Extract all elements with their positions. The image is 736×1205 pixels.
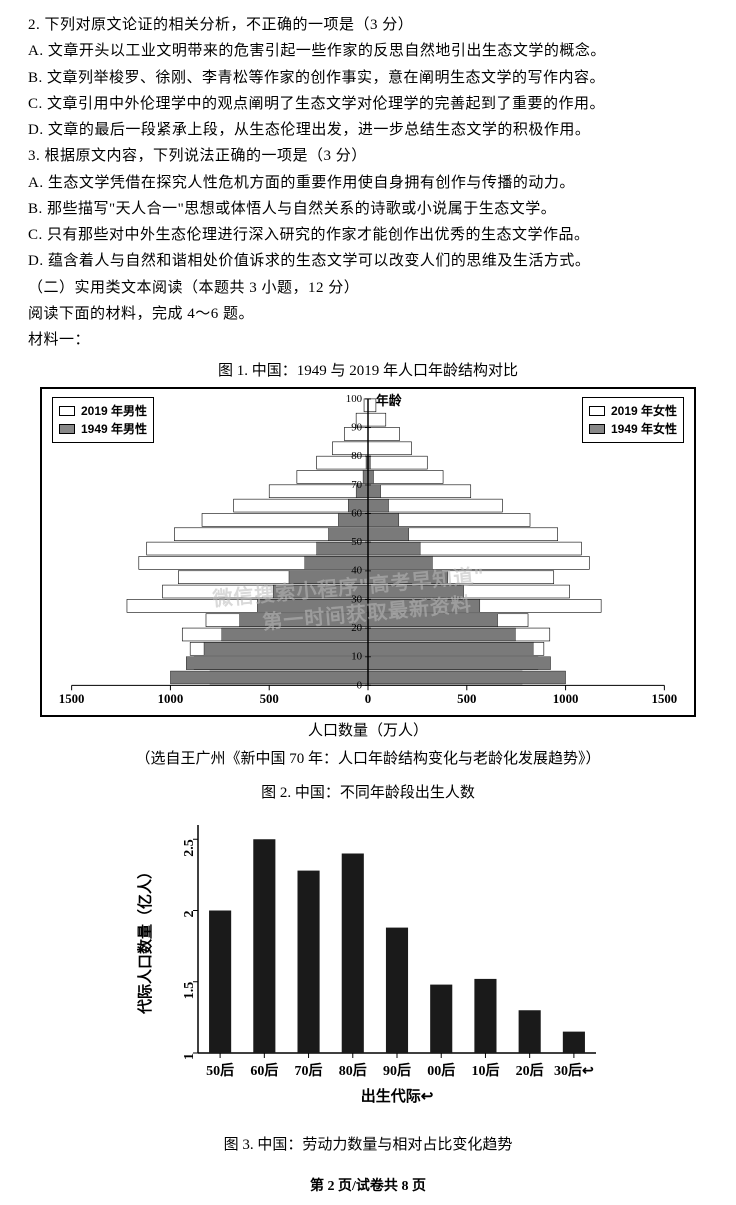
svg-text:2: 2 xyxy=(182,911,197,918)
svg-text:50: 50 xyxy=(351,536,362,548)
legend-label: 2019 年男性 xyxy=(81,402,147,420)
svg-text:1500: 1500 xyxy=(59,692,85,706)
svg-text:1500: 1500 xyxy=(652,692,678,706)
q3-option-a: A. 生态文学凭借在探究人性危机方面的重要作用使自身拥有创作与传播的动力。 xyxy=(28,170,708,196)
svg-text:20后: 20后 xyxy=(516,1062,544,1079)
fig2-title: 图 2. 中国：不同年龄段出生人数 xyxy=(28,781,708,805)
svg-text:30后↩: 30后↩ xyxy=(554,1062,594,1079)
footer-suffix: 页 xyxy=(408,1179,426,1194)
legend-2019-male: 2019 年男性 xyxy=(59,402,147,420)
q3-option-b: B. 那些描写"天人合一"思想或体悟人与自然关系的诗歌或小说属于生态文学。 xyxy=(28,196,708,222)
svg-text:100: 100 xyxy=(346,393,363,405)
q2-stem: 2. 下列对原文论证的相关分析，不正确的一项是（3 分） xyxy=(28,12,708,38)
svg-text:500: 500 xyxy=(457,692,476,706)
svg-text:1.5: 1.5 xyxy=(182,982,197,1000)
q3-stem: 3. 根据原文内容，下列说法正确的一项是（3 分） xyxy=(28,143,708,169)
fig1-citation: （选自王广州《新中国 70 年：人口年龄结构变化与老龄化发展趋势》） xyxy=(28,747,708,771)
svg-text:40: 40 xyxy=(351,565,362,577)
svg-text:90: 90 xyxy=(351,422,362,434)
fig1-x-label: 人口数量（万人） xyxy=(28,719,708,743)
svg-text:80后: 80后 xyxy=(339,1062,367,1079)
bar-svg: 1 1.5 2 2.5 代际人口数量（亿人） 50后 60后 70后 80后 90后 00后 10后 2… xyxy=(128,813,608,1113)
svg-text:70后: 70后 xyxy=(295,1062,323,1079)
svg-text:60: 60 xyxy=(351,508,362,520)
swatch-white-icon xyxy=(589,406,605,416)
footer-page-current: 2 xyxy=(328,1179,335,1194)
svg-text:1000: 1000 xyxy=(158,692,184,706)
q2-option-b: B. 文章列举梭罗、徐刚、李青松等作家的创作事实，意在阐明生态文学的写作内容。 xyxy=(28,65,708,91)
svg-text:70: 70 xyxy=(351,479,362,491)
svg-text:50后: 50后 xyxy=(206,1062,234,1079)
svg-text:年龄: 年龄 xyxy=(376,393,402,408)
svg-text:10后: 10后 xyxy=(471,1062,499,1079)
fig3-title: 图 3. 中国：劳动力数量与相对占比变化趋势 xyxy=(28,1133,708,1157)
q2-option-a: A. 文章开头以工业文明带来的危害引起一些作家的反思自然地引出生态文学的概念。 xyxy=(28,38,708,64)
legend-2019-female: 2019 年女性 xyxy=(589,402,677,420)
swatch-white-icon xyxy=(59,406,75,416)
legend-left: 2019 年男性 1949 年男性 xyxy=(52,397,154,443)
swatch-gray-icon xyxy=(59,424,75,434)
fig1-title: 图 1. 中国：1949 与 2019 年人口年龄结构对比 xyxy=(28,359,708,383)
section2-title: （二）实用类文本阅读（本题共 3 小题，12 分） xyxy=(28,275,708,301)
legend-label: 2019 年女性 xyxy=(611,402,677,420)
legend-label: 1949 年女性 xyxy=(611,420,677,438)
footer-middle: 页/试卷共 xyxy=(335,1179,402,1194)
legend-label: 1949 年男性 xyxy=(81,420,147,438)
legend-right: 2019 年女性 1949 年女性 xyxy=(582,397,684,443)
svg-text:60后: 60后 xyxy=(250,1062,278,1079)
svg-text:00后: 00后 xyxy=(427,1062,455,1079)
exam-page: 2. 下列对原文论证的相关分析，不正确的一项是（3 分） A. 文章开头以工业文… xyxy=(0,0,736,1205)
q3-option-d: D. 蕴含着人与自然和谐相处价值诉求的生态文学可以改变人们的思维及生活方式。 xyxy=(28,248,708,274)
svg-text:20: 20 xyxy=(351,622,362,634)
svg-text:2.5: 2.5 xyxy=(182,840,197,858)
svg-text:10: 10 xyxy=(351,651,362,663)
material-label: 材料一： xyxy=(28,327,708,353)
page-footer: 第 2 页/试卷共 8 页 xyxy=(28,1175,708,1195)
legend-1949-male: 1949 年男性 xyxy=(59,420,147,438)
legend-1949-female: 1949 年女性 xyxy=(589,420,677,438)
q2-option-c: C. 文章引用中外伦理学中的观点阐明了生态文学对伦理学的完善起到了重要的作用。 xyxy=(28,91,708,117)
svg-text:出生代际↩: 出生代际↩ xyxy=(361,1087,434,1105)
swatch-gray-icon xyxy=(589,424,605,434)
svg-text:代际人口数量（亿人）: 代际人口数量（亿人） xyxy=(136,864,154,1015)
svg-text:0: 0 xyxy=(365,692,371,706)
svg-text:500: 500 xyxy=(260,692,279,706)
svg-text:1000: 1000 xyxy=(553,692,579,706)
population-pyramid-chart: 2019 年男性 1949 年男性 2019 年女性 1949 年女性 微信搜索… xyxy=(40,387,696,717)
svg-text:90后: 90后 xyxy=(383,1062,411,1079)
svg-text:30: 30 xyxy=(351,594,362,606)
q2-option-d: D. 文章的最后一段紧承上段，从生态伦理出发，进一步总结生态文学的积极作用。 xyxy=(28,117,708,143)
q3-option-c: C. 只有那些对中外生态伦理进行深入研究的作家才能创作出优秀的生态文学作品。 xyxy=(28,222,708,248)
birth-cohort-chart: 1 1.5 2 2.5 代际人口数量（亿人） 50后 60后 70后 80后 90后 00后 10后 2… xyxy=(128,813,608,1113)
footer-prefix: 第 xyxy=(310,1179,328,1194)
reading-instruction: 阅读下面的材料，完成 4～6 题。 xyxy=(28,301,708,327)
svg-text:1: 1 xyxy=(182,1053,197,1060)
svg-text:80: 80 xyxy=(351,450,362,462)
footer-page-total: 8 xyxy=(401,1179,408,1194)
